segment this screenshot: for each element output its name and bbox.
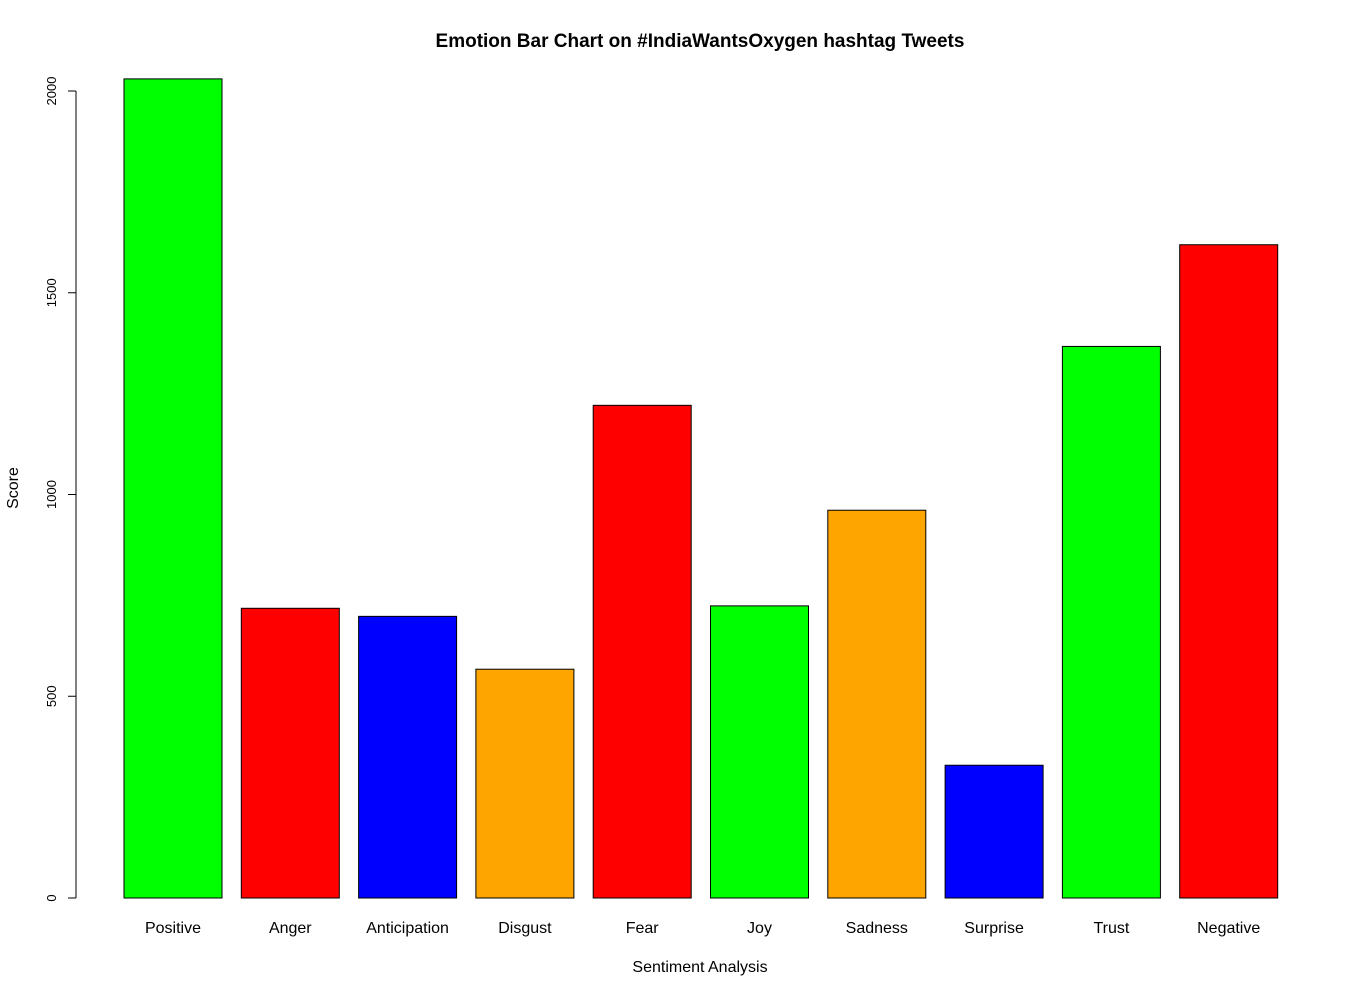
- y-axis-label: Score: [5, 467, 22, 509]
- y-axis: 0 500 1000 1500 2000: [44, 77, 77, 902]
- category-label-anger: Anger: [269, 920, 312, 937]
- bar-disgust: [475, 668, 575, 899]
- bar-joy: [710, 605, 809, 899]
- y-tick-label: 2000: [44, 77, 59, 106]
- category-label-anticipation: Anticipation: [366, 920, 449, 937]
- bar-anticipation: [358, 615, 458, 899]
- y-tick-label: 1000: [44, 480, 59, 509]
- bar-sadness: [827, 509, 927, 899]
- category-labels: Positive Anger Anticipation Disgust Fear Joy S…: [145, 920, 1260, 937]
- category-label-positive: Positive: [145, 920, 201, 937]
- category-label-fear: Fear: [626, 920, 660, 937]
- bar-fear: [592, 404, 692, 899]
- y-tick-label: 1500: [44, 278, 59, 307]
- category-label-joy: Joy: [747, 920, 772, 937]
- chart-title: Emotion Bar Chart on #IndiaWantsOxygen h…: [436, 31, 965, 52]
- category-label-disgust: Disgust: [498, 920, 552, 937]
- category-label-trust: Trust: [1093, 920, 1129, 937]
- x-axis-label: Sentiment Analysis: [632, 959, 767, 976]
- bar-anger: [240, 607, 340, 899]
- category-label-surprise: Surprise: [964, 920, 1024, 937]
- y-tick-label: 0: [44, 894, 59, 901]
- bar-surprise: [944, 764, 1044, 899]
- y-tick-label: 500: [44, 685, 59, 707]
- bar-trust: [1061, 345, 1161, 899]
- bar-positive: [123, 78, 223, 899]
- bars-group: [123, 78, 1279, 899]
- category-label-negative: Negative: [1197, 920, 1260, 937]
- category-label-sadness: Sadness: [846, 920, 908, 937]
- bar-negative: [1179, 244, 1279, 899]
